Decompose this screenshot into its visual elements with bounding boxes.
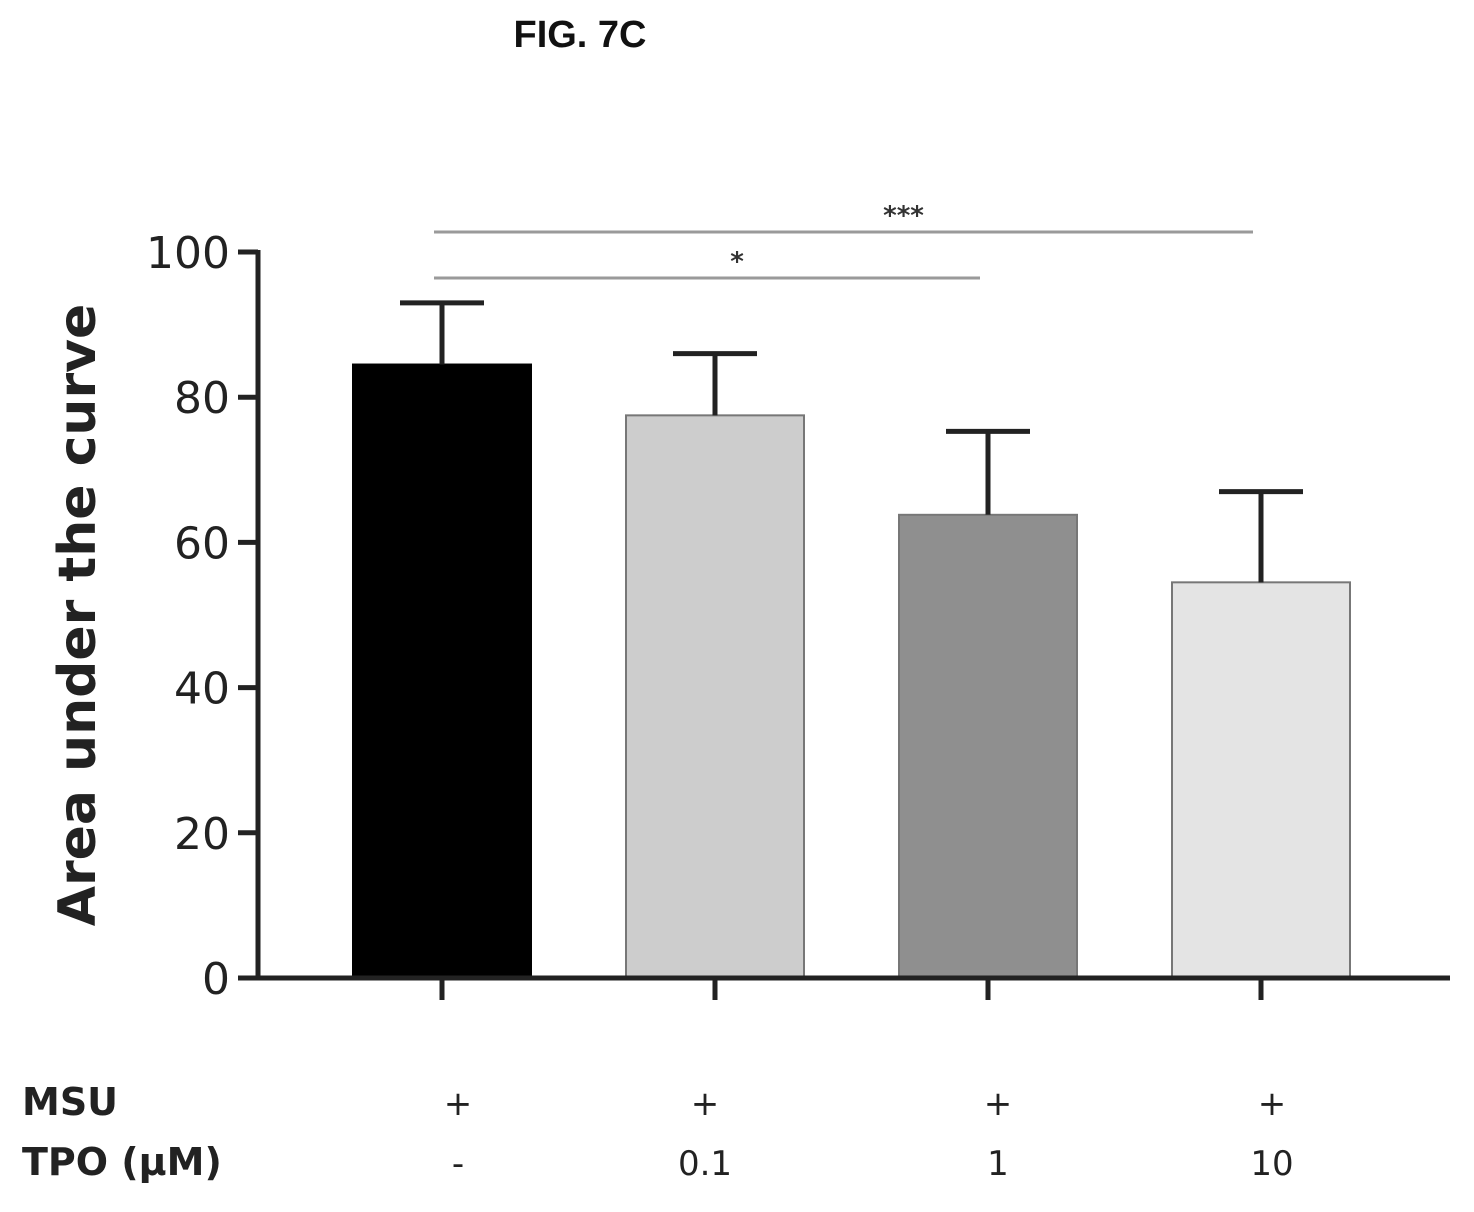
treatment-row-value: + xyxy=(691,1084,720,1124)
treatment-row-value: + xyxy=(444,1084,473,1124)
treatment-row-value: + xyxy=(984,1084,1013,1124)
treatment-row-value: 1 xyxy=(987,1144,1009,1184)
y-axis-title: Area under the curve xyxy=(48,304,108,927)
figure-label: FIG. 7C xyxy=(513,14,647,56)
treatment-row-label: MSU xyxy=(22,1080,118,1124)
bar xyxy=(352,363,532,979)
y-tick-label: 20 xyxy=(174,809,230,860)
bar xyxy=(898,513,1078,979)
y-tick-label: 100 xyxy=(146,228,230,279)
y-tick-label: 0 xyxy=(202,954,230,1005)
bar xyxy=(625,414,805,980)
y-tick-label: 60 xyxy=(174,518,230,569)
y-tick-label: 80 xyxy=(174,373,230,424)
y-tick-label: 40 xyxy=(174,664,230,715)
treatment-row-value: - xyxy=(452,1144,464,1184)
treatment-row-label: TPO (μM) xyxy=(22,1140,222,1184)
bar xyxy=(1171,581,1351,980)
treatment-row-value: 0.1 xyxy=(678,1144,732,1184)
treatment-row-value: 10 xyxy=(1250,1144,1293,1184)
significance-label: * xyxy=(730,247,744,277)
treatment-row-value: + xyxy=(1258,1084,1287,1124)
significance-label: *** xyxy=(883,201,924,231)
